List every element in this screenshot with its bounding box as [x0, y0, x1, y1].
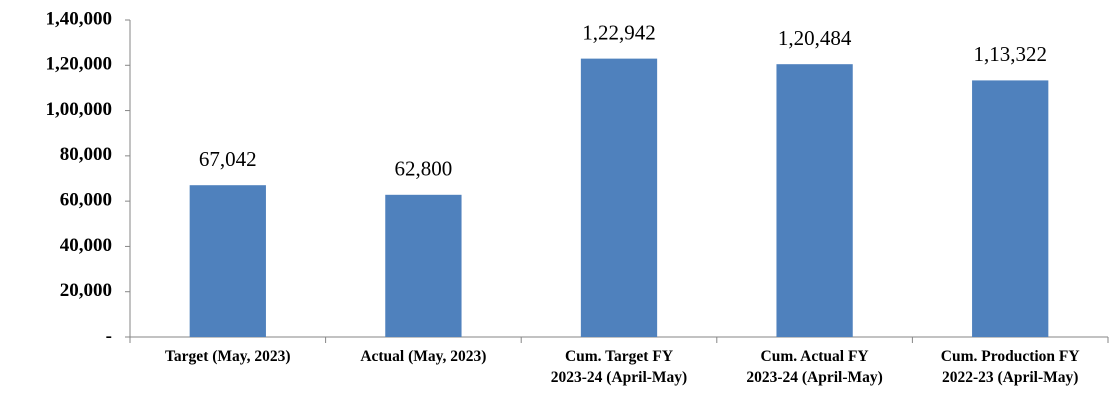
bar: [776, 64, 853, 338]
value-label: 1,20,484: [778, 26, 852, 50]
y-tick-label: 60,000: [60, 190, 112, 211]
value-label: 62,800: [395, 157, 453, 181]
value-label: 1,22,942: [582, 20, 656, 44]
x-tick-label: Cum. Actual FY 2023-24 (April-May): [746, 348, 883, 386]
bar: [385, 194, 462, 337]
y-tick-label: 80,000: [60, 144, 112, 165]
x-tick-label: Actual (May, 2023): [360, 348, 487, 365]
bar: [189, 185, 266, 337]
bar: [972, 80, 1049, 337]
value-label: 1,13,322: [973, 42, 1047, 66]
y-tick-label: 1,00,000: [46, 99, 113, 120]
x-tick-label: Cum. Target FY 2023-24 (April-May): [550, 348, 688, 386]
bar: [580, 58, 658, 338]
y-tick-label: 1,40,000: [46, 8, 113, 29]
y-tick-label: 20,000: [60, 280, 112, 301]
y-tick-label: -: [106, 325, 112, 346]
x-tick-label: Target (May, 2023): [165, 348, 291, 365]
value-label: 67,042: [199, 147, 257, 171]
x-tick-label: Cum. Production FY 2022-23 (April-May): [940, 348, 1080, 386]
y-tick-label: 40,000: [60, 235, 112, 256]
y-tick-label: 1,20,000: [46, 54, 113, 75]
